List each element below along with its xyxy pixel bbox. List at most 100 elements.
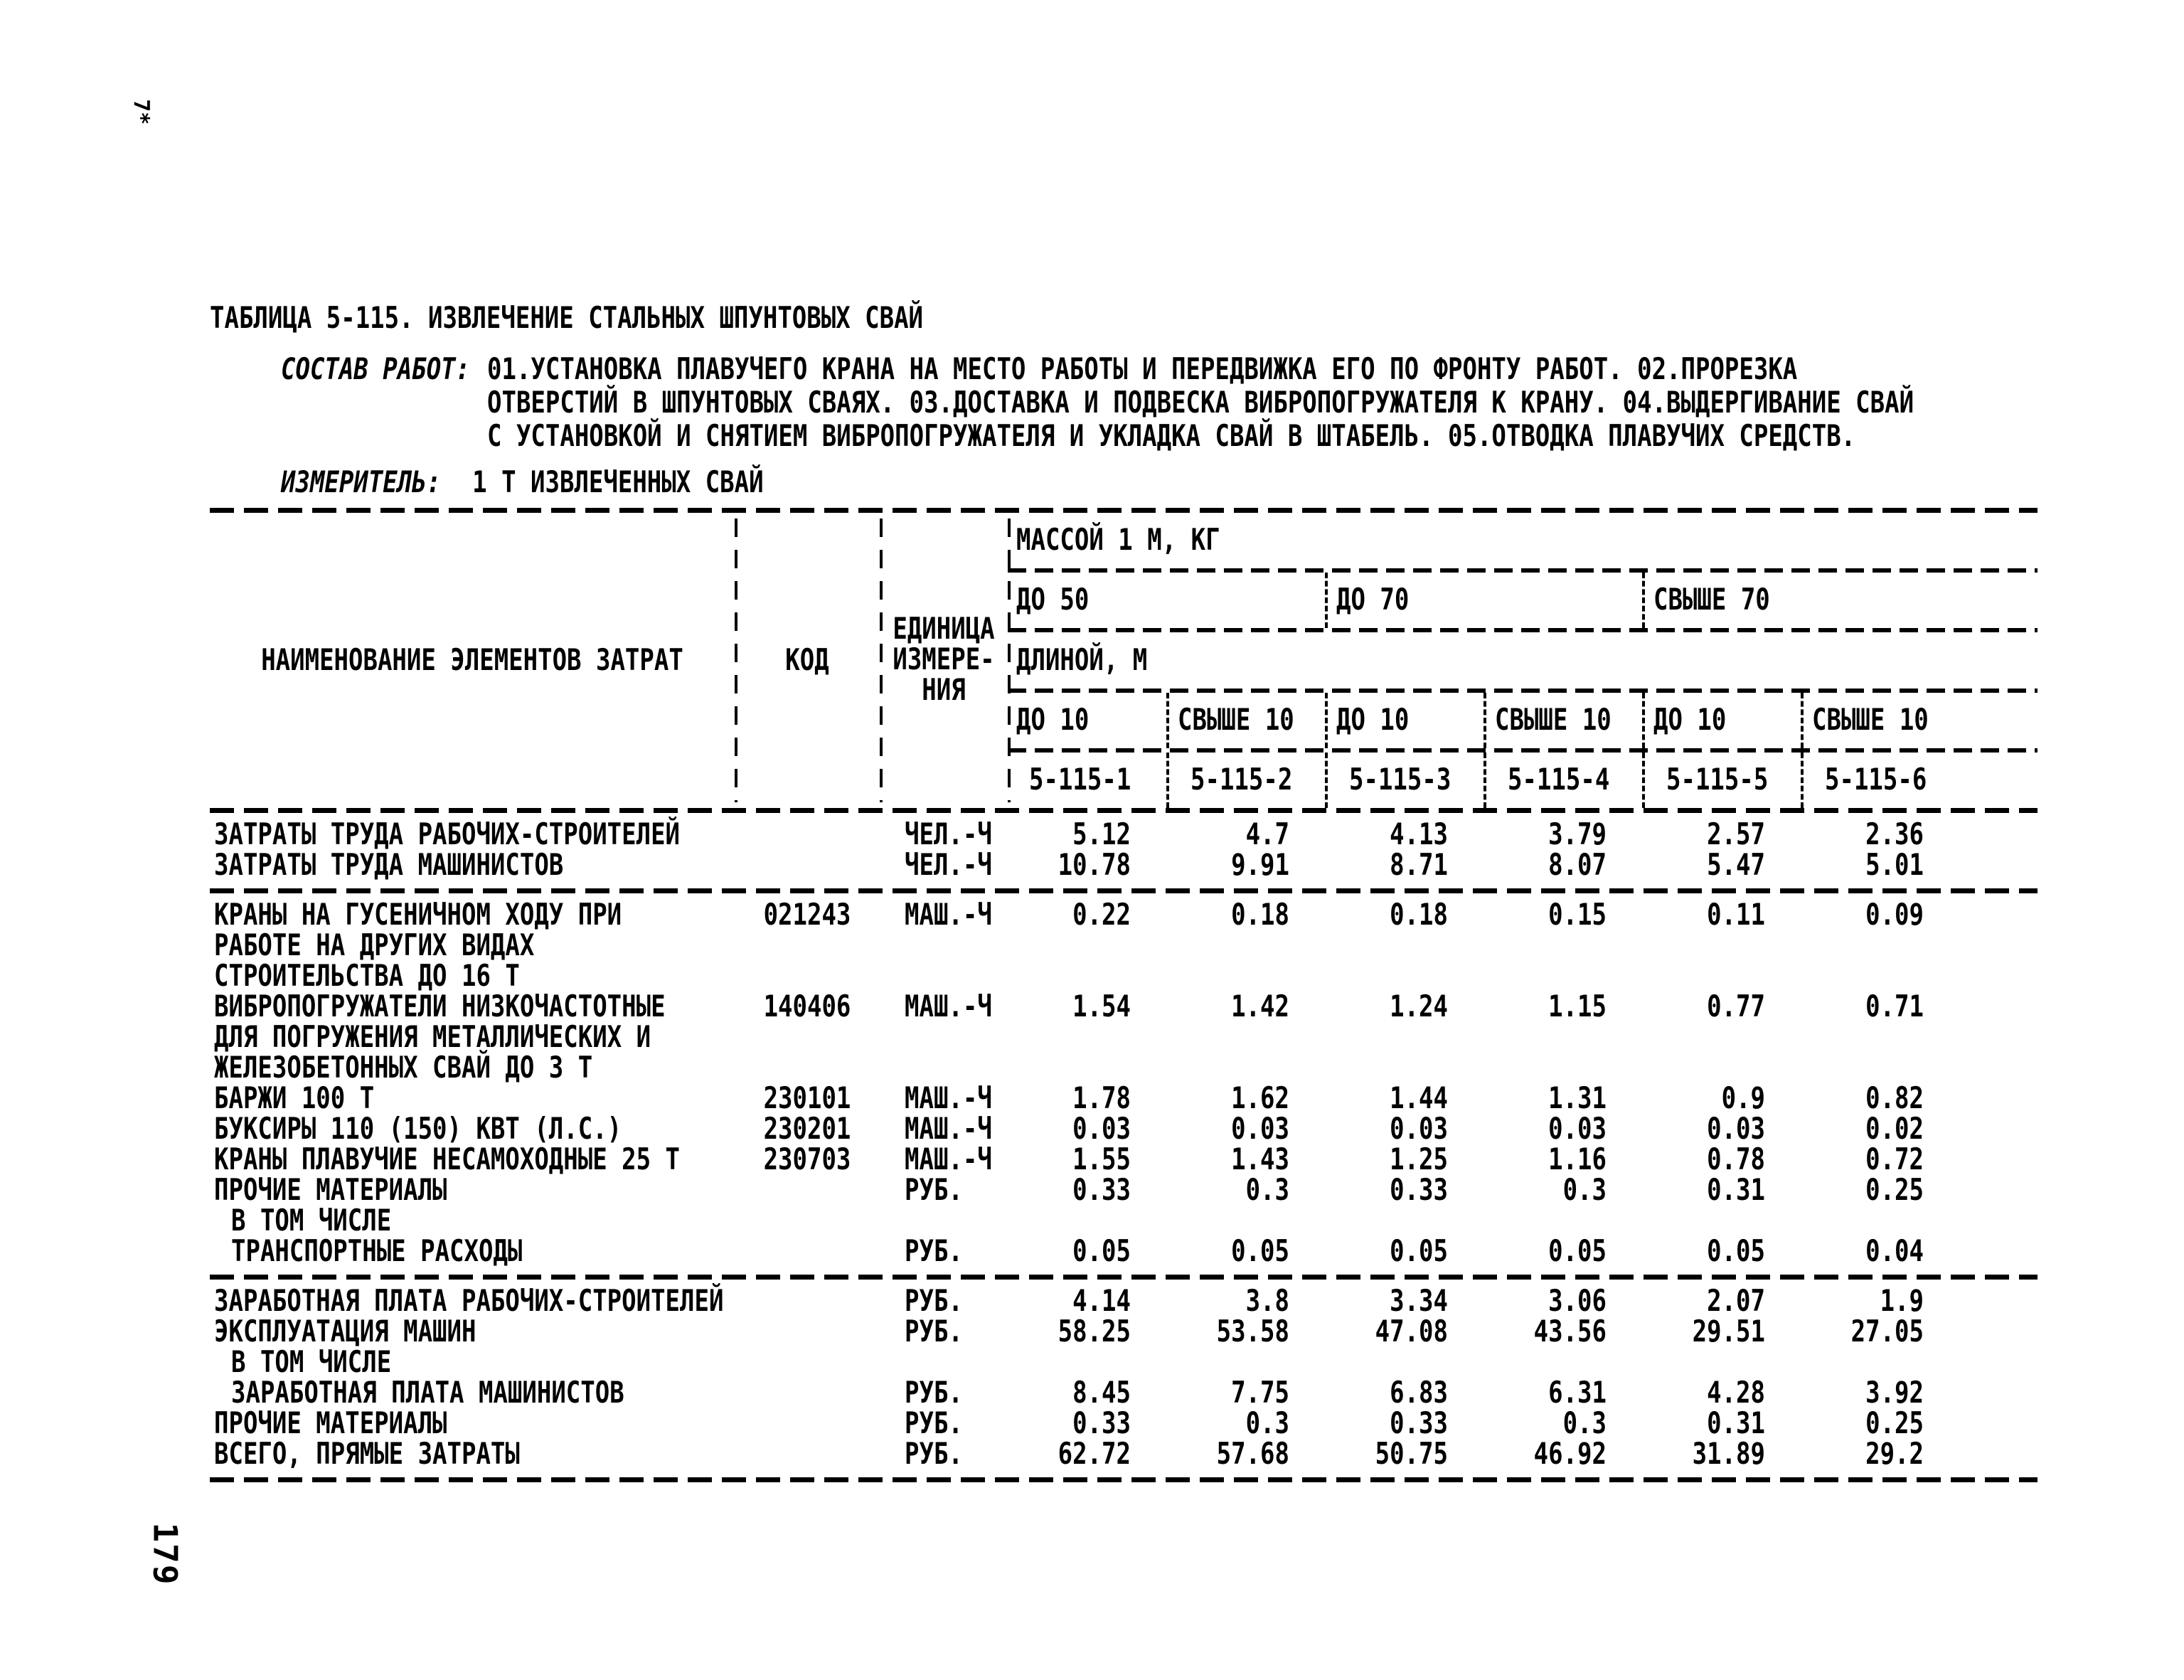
row-value: 2.36: [1865, 817, 1924, 852]
length-col: ДО 10: [1642, 692, 1801, 748]
row-value: 1.44: [1390, 1081, 1448, 1116]
row-unit: РУБ.: [905, 1284, 963, 1319]
table-row: БАРЖИ 100 Т 230101 МАШ.-Ч 1.78 1.62 1.44 1.31 0…: [210, 1081, 2037, 1116]
row-value: 1.62: [1231, 1081, 1289, 1116]
row-unit: МАШ.-Ч: [905, 1081, 992, 1116]
row-value: 2.07: [1707, 1284, 1765, 1319]
table-header: НАИМЕНОВАНИЕ ЭЛЕМЕНТОВ ЗАТРАТ КОД ЕДИНИЦ…: [210, 513, 2037, 809]
row-unit: ЧЕЛ.-Ч: [905, 848, 992, 883]
row-value: 0.11: [1707, 898, 1765, 932]
row-value: 1.54: [1072, 989, 1131, 1024]
page-content: ТАБЛИЦА 5-115. ИЗВЛЕЧЕНИЕ СТАЛЬНЫХ ШПУНТ…: [210, 301, 2037, 1482]
table-row: ЗАРАБОТНАЯ ПЛАТА РАБОЧИХ-СТРОИТЕЛЕЙ РУБ. 4…: [210, 1284, 2037, 1319]
row-value: 0.15: [1548, 898, 1607, 932]
row-unit: РУБ.: [905, 1314, 963, 1349]
table-row: ПРОЧИЕ МАТЕРИАЛЫ РУБ. 0.33 0.3 0.33 0.3 0.31 0.…: [210, 1406, 2037, 1441]
dashed-rule: [210, 1477, 2037, 1482]
composition-line: ОТВЕРСТИЙ В ШПУНТОВЫХ СВАЯХ. 03.ДОСТАВКА…: [487, 385, 1914, 420]
row-unit: МАШ.-Ч: [905, 898, 992, 932]
row-value: 47.08: [1375, 1314, 1448, 1349]
row-value: 62.72: [1058, 1437, 1131, 1472]
row-unit: МАШ.-Ч: [905, 1112, 992, 1147]
row-name-line: ТРАНСПОРТНЫЕ РАСХОДЫ: [231, 1234, 523, 1269]
row-name-line: КРАНЫ НА ГУСЕНИЧНОМ ХОДУ ПРИ: [214, 898, 622, 932]
row-value: 0.3: [1562, 1406, 1607, 1441]
row-code: 140406: [763, 989, 851, 1024]
dashed-subrule: [1008, 748, 2037, 753]
row-value: 0.03: [1548, 1112, 1607, 1147]
row-unit: РУБ.: [905, 1376, 963, 1410]
table-section: КРАНЫ НА ГУСЕНИЧНОМ ХОДУ ПРИ РАБОТЕ НА ДР…: [210, 893, 2037, 1275]
row-value: 8.71: [1390, 848, 1448, 883]
row-name-line: ЖЕЛЕЗОБЕТОННЫХ СВАЙ ДО 3 Т: [214, 1051, 593, 1085]
row-code: 021243: [763, 898, 851, 932]
norm-code: 5-115-4: [1483, 752, 1642, 809]
row-value: 0.22: [1072, 898, 1131, 932]
row-value: 0.3: [1562, 1173, 1607, 1208]
row-name-line: БАРЖИ 100 Т: [214, 1081, 375, 1116]
row-value: 46.92: [1533, 1437, 1607, 1472]
row-value: 10.78: [1058, 848, 1131, 883]
row-value: 4.14: [1072, 1284, 1131, 1319]
row-code: 230703: [763, 1142, 851, 1177]
row-code: 230101: [763, 1081, 851, 1116]
row-value: 0.25: [1865, 1173, 1924, 1208]
row-unit: РУБ.: [905, 1406, 963, 1441]
dashed-subrule: [1008, 568, 2037, 573]
row-value: 0.33: [1072, 1173, 1131, 1208]
row-name: КРАНЫ НА ГУСЕНИЧНОМ ХОДУ ПРИ РАБОТЕ НА ДР…: [210, 898, 735, 994]
row-value: 3.8: [1245, 1284, 1289, 1319]
table-section: ЗАРАБОТНАЯ ПЛАТА РАБОЧИХ-СТРОИТЕЛЕЙ РУБ. 4…: [210, 1280, 2037, 1477]
row-value: 4.7: [1245, 817, 1289, 852]
row-value: 1.25: [1390, 1142, 1448, 1177]
norm-code: 5-115-1: [1029, 762, 1131, 797]
table-row: В ТОМ ЧИСЛЕ: [210, 1345, 2037, 1380]
row-value: 1.24: [1390, 989, 1448, 1024]
row-value: 0.25: [1865, 1406, 1924, 1441]
norm-code: 5-115-5: [1642, 752, 1801, 809]
table-row: БУКСИРЫ 110 (150) КВТ (Л.С.) 230201 МАШ.-Ч…: [210, 1112, 2037, 1147]
dashed-rule-top: [210, 508, 2037, 513]
dashed-subrule: [1008, 628, 2037, 633]
row-value: 1.42: [1231, 989, 1289, 1024]
row-value: 0.18: [1390, 898, 1448, 932]
row-value: 0.78: [1707, 1142, 1765, 1177]
header-name-column: НАИМЕНОВАНИЕ ЭЛЕМЕНТОВ ЗАТРАТ: [261, 642, 683, 678]
row-unit: МАШ.-Ч: [905, 989, 992, 1024]
measurer-value: 1 Т ИЗВЛЕЧЕННЫХ СВАЙ: [472, 465, 764, 500]
table-row: ТРАНСПОРТНЫЕ РАСХОДЫ РУБ. 0.05 0.05 0.05 0.05…: [210, 1234, 2037, 1269]
composition-line: С УСТАНОВКОЙ И СНЯТИЕМ ВИБРОПОГРУЖАТЕЛЯ …: [487, 418, 1856, 454]
mass-header-band: МАССОЙ 1 М, КГ: [1008, 513, 2037, 568]
dashed-subrule: [1008, 688, 2037, 693]
table-body: ЗАТРАТЫ ТРУДА РАБОЧИХ-СТРОИТЕЛЕЙ ЧЕЛ.-Ч 5.…: [210, 813, 2037, 1482]
row-value: 3.92: [1865, 1376, 1924, 1410]
row-value: 57.68: [1216, 1437, 1289, 1472]
table-row: КРАНЫ НА ГУСЕНИЧНОМ ХОДУ ПРИ РАБОТЕ НА ДР…: [210, 898, 2037, 994]
header-code-column: КОД: [785, 642, 829, 678]
row-value: 0.02: [1865, 1112, 1924, 1147]
row-value: 5.01: [1865, 848, 1924, 883]
row-value: 7.75: [1231, 1376, 1289, 1410]
length-cols-band: ДО 10 СВЫШЕ 10 ДО 10 СВЫШЕ 10 ДО 10 СВЫШ…: [1008, 692, 2037, 748]
row-name: ЗАТРАТЫ ТРУДА МАШИНИСТОВ: [210, 848, 735, 883]
measurer-line: ИЗМЕРИТЕЛЬ: 1 Т ИЗВЛЕЧЕННЫХ СВАЙ: [281, 465, 2037, 500]
row-unit: МАШ.-Ч: [905, 1142, 992, 1177]
row-name-line: ЗАТРАТЫ ТРУДА РАБОЧИХ-СТРОИТЕЛЕЙ: [214, 817, 681, 852]
row-value: 0.9: [1721, 1081, 1765, 1116]
row-value: 5.12: [1072, 817, 1131, 852]
row-value: 0.31: [1707, 1406, 1765, 1441]
row-name-line: СТРОИТЕЛЬСТВА ДО 16 Т: [214, 959, 520, 994]
row-name: В ТОМ ЧИСЛЕ: [210, 1345, 735, 1380]
row-name: ЗАРАБОТНАЯ ПЛАТА МАШИНИСТОВ: [210, 1376, 735, 1410]
row-value: 0.03: [1072, 1112, 1131, 1147]
work-composition-label: СОСТАВ РАБОТ:: [281, 351, 471, 387]
row-value: 1.15: [1548, 989, 1607, 1024]
row-value: 0.04: [1865, 1234, 1924, 1269]
row-value: 0.3: [1245, 1406, 1289, 1441]
table-section: ЗАТРАТЫ ТРУДА РАБОЧИХ-СТРОИТЕЛЕЙ ЧЕЛ.-Ч 5.…: [210, 813, 2037, 888]
row-unit: ЧЕЛ.-Ч: [905, 817, 992, 852]
row-name: ПРОЧИЕ МАТЕРИАЛЫ: [210, 1173, 735, 1208]
row-name: В ТОМ ЧИСЛЕ: [210, 1203, 735, 1238]
row-value: 50.75: [1375, 1437, 1448, 1472]
